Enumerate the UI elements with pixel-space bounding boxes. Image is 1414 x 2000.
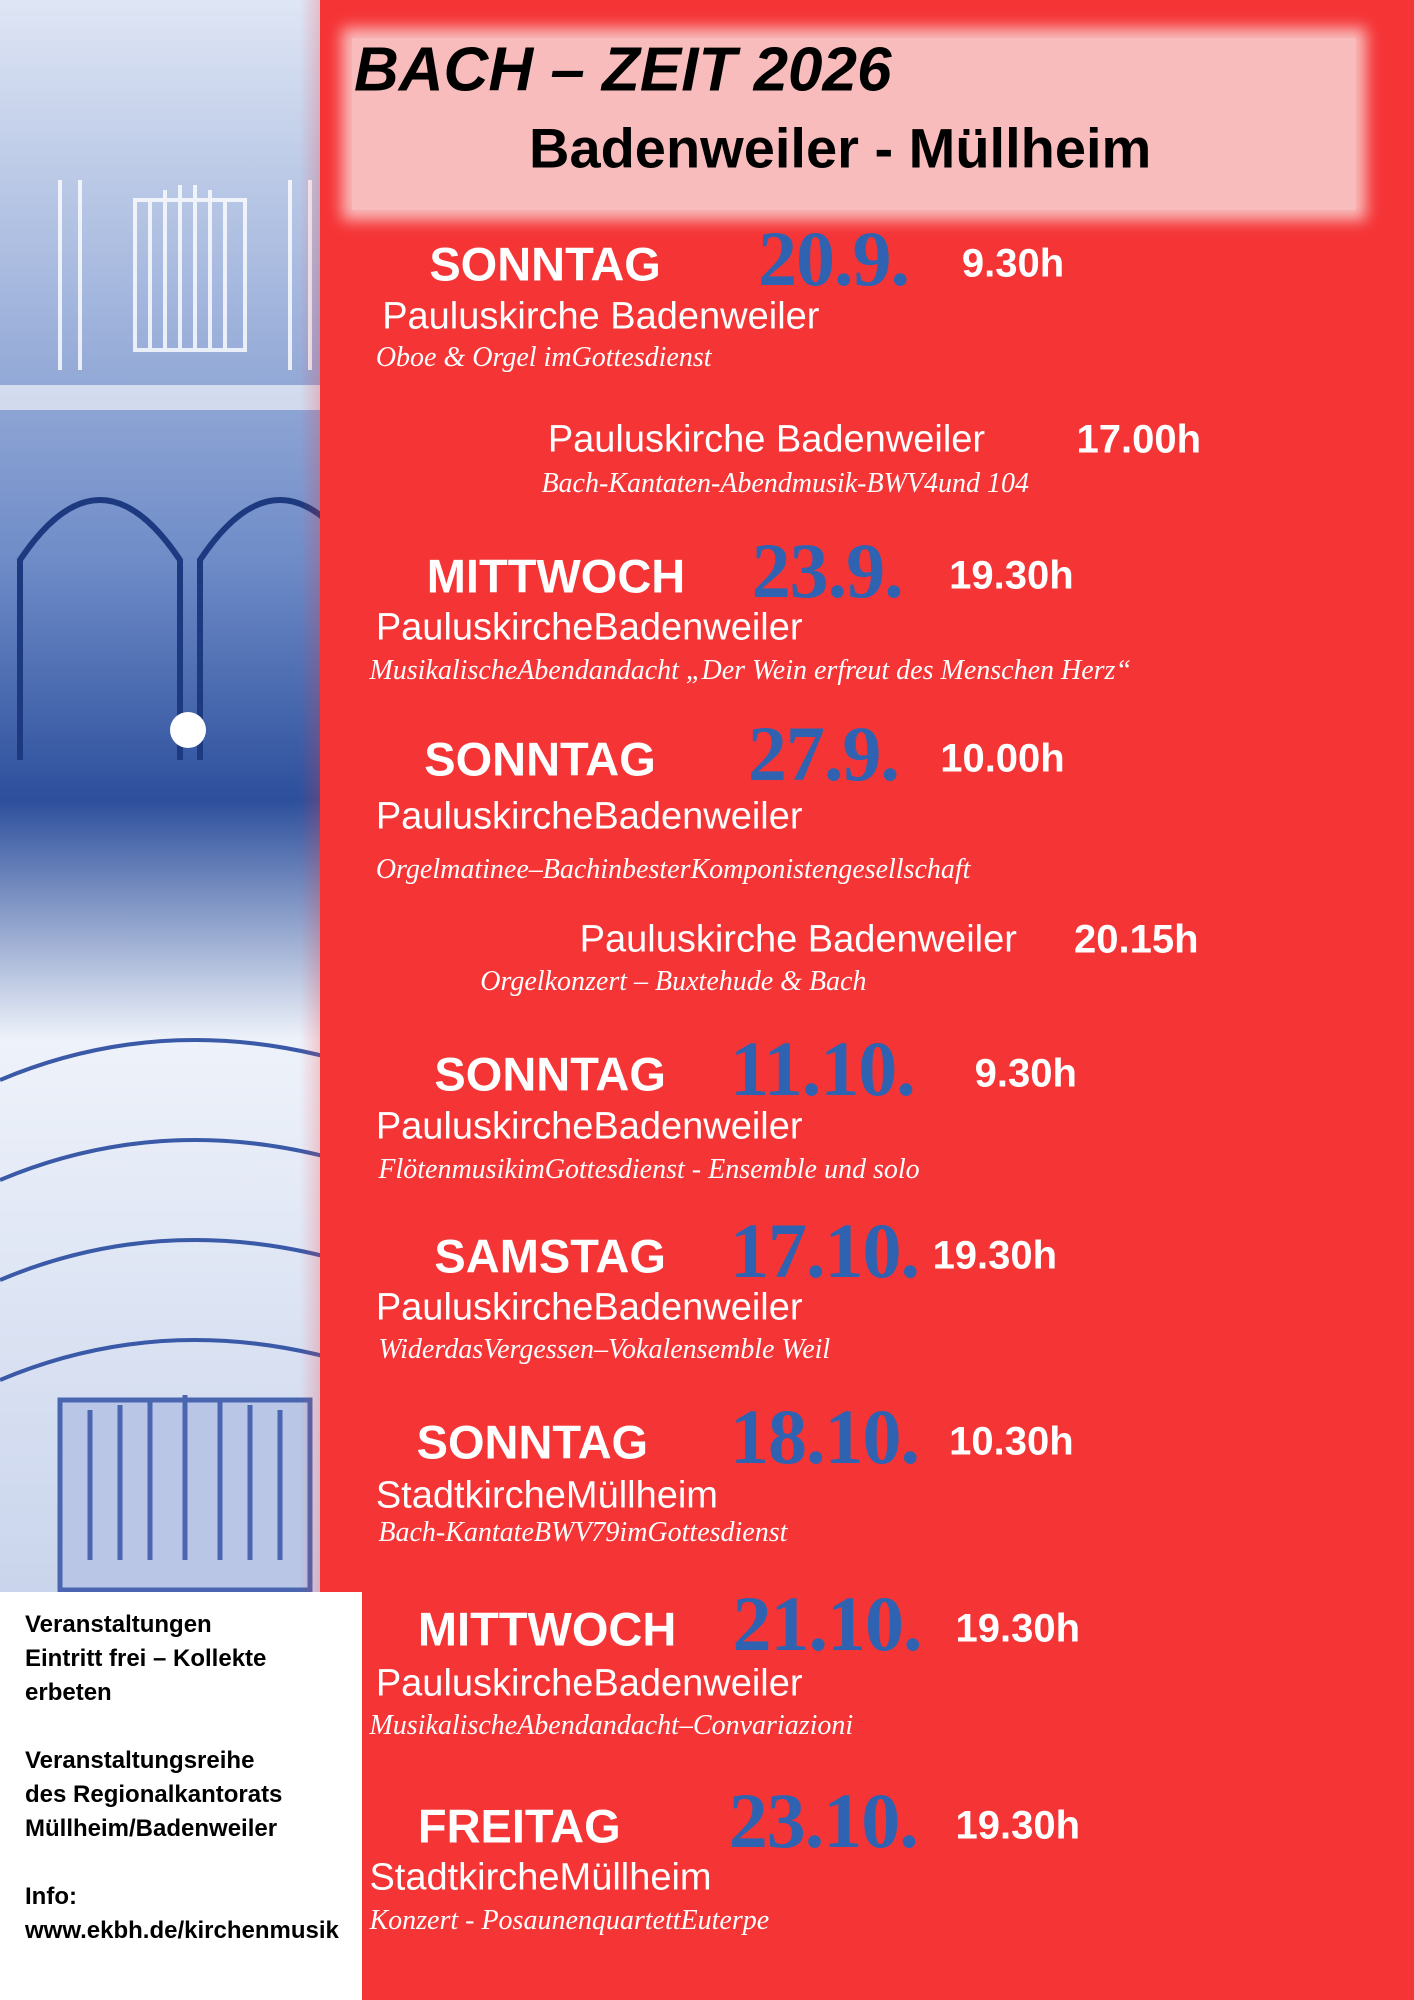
event-day: SONNTAG [434,1047,666,1101]
event-day: FREITAG [417,1799,621,1853]
event-time: 9.30h [961,241,1065,286]
event-venue: Pauluskirche Badenweiler [547,418,986,461]
event-time: 19.30h [955,1606,1081,1651]
event-venue: StadtkircheMüllheim [369,1856,712,1899]
event-venue: Pauluskirche Badenweiler [579,918,1017,961]
sidebar-line: Veranstaltungen [25,1611,212,1638]
event-time: 20.15h [1073,917,1199,962]
event-time: 19.30h [949,553,1074,598]
event-venue: PauluskircheBadenweiler [375,1105,803,1148]
event-date: 17.10. [730,1207,920,1295]
event-time: 9.30h [974,1051,1077,1096]
event-description: Bach-KantateBWV79imGottesdienst [378,1516,788,1548]
header-box [352,38,1356,210]
event-time: 10.30h [949,1419,1074,1464]
event-description: Orgelkonzert – Buxtehude & Bach [480,966,867,998]
sidebar-line: www.ekbh.de/kirchenmusik [25,1917,339,1944]
event-description: Konzert - PosaunenquartettEuterpe [369,1905,770,1937]
event-description: FlötenmusikimGottesdienst - Ensemble und… [378,1153,920,1185]
event-day: SAMSTAG [434,1229,666,1283]
event-time: 19.30h [932,1233,1058,1278]
title: BACH – ZEIT 2026 [354,35,892,105]
event-venue: Pauluskirche Badenweiler [382,295,820,338]
sidebar-line: Veranstaltungsreihe [25,1747,255,1774]
sidebar-line: Müllheim/Badenweiler [25,1815,278,1842]
sidebar-line: des Regionalkantorats [25,1781,283,1808]
event-description: WiderdasVergessen–Vokalensemble Weil [378,1334,831,1366]
red-panel [320,0,1414,2000]
event-venue: StadtkircheMüllheim [375,1474,718,1517]
sidebar-line: Info: [25,1883,77,1910]
event-date: 23.9. [751,526,904,614]
event-date: 21.10. [732,1580,923,1668]
event-day: MITTWOCH [417,1602,677,1656]
event-date: 20.9. [758,214,910,302]
event-date: 18.10. [730,1393,920,1481]
event-date: 23.10. [728,1776,919,1864]
event-description: MusikalischeAbendandacht „Der Wein erfre… [369,655,1132,687]
event-description: Bach-Kantaten-Abendmusik-BWV4und 104 [541,468,1029,500]
event-date: 27.9. [747,710,900,798]
event-time: 19.30h [955,1803,1081,1848]
event-venue: PauluskircheBadenweiler [375,1662,803,1705]
sidebar-bg [0,1592,362,2000]
event-venue: PauluskircheBadenweiler [375,795,803,838]
event-time: 10.00h [940,736,1065,781]
event-date: 11.10. [730,1024,916,1112]
event-description: Orgelmatinee–BachinbesterKomponistengese… [375,854,971,886]
event-day: SONNTAG [424,732,656,786]
event-venue: PauluskircheBadenweiler [375,1286,803,1329]
sidebar-line: erbeten [25,1679,112,1706]
event-day: SONNTAG [416,1415,649,1469]
event-time: 17.00h [1076,417,1202,462]
subtitle: Badenweiler - Müllheim [529,116,1152,180]
event-description: MusikalischeAbendandacht–Convariazioni [369,1710,854,1742]
sidebar-line: Eintritt frei – Kollekte [25,1645,267,1672]
event-day: SONNTAG [429,237,661,291]
event-description: Oboe & Orgel imGottesdienst [375,341,712,373]
event-day: MITTWOCH [426,549,686,603]
event-venue: PauluskircheBadenweiler [375,606,803,649]
